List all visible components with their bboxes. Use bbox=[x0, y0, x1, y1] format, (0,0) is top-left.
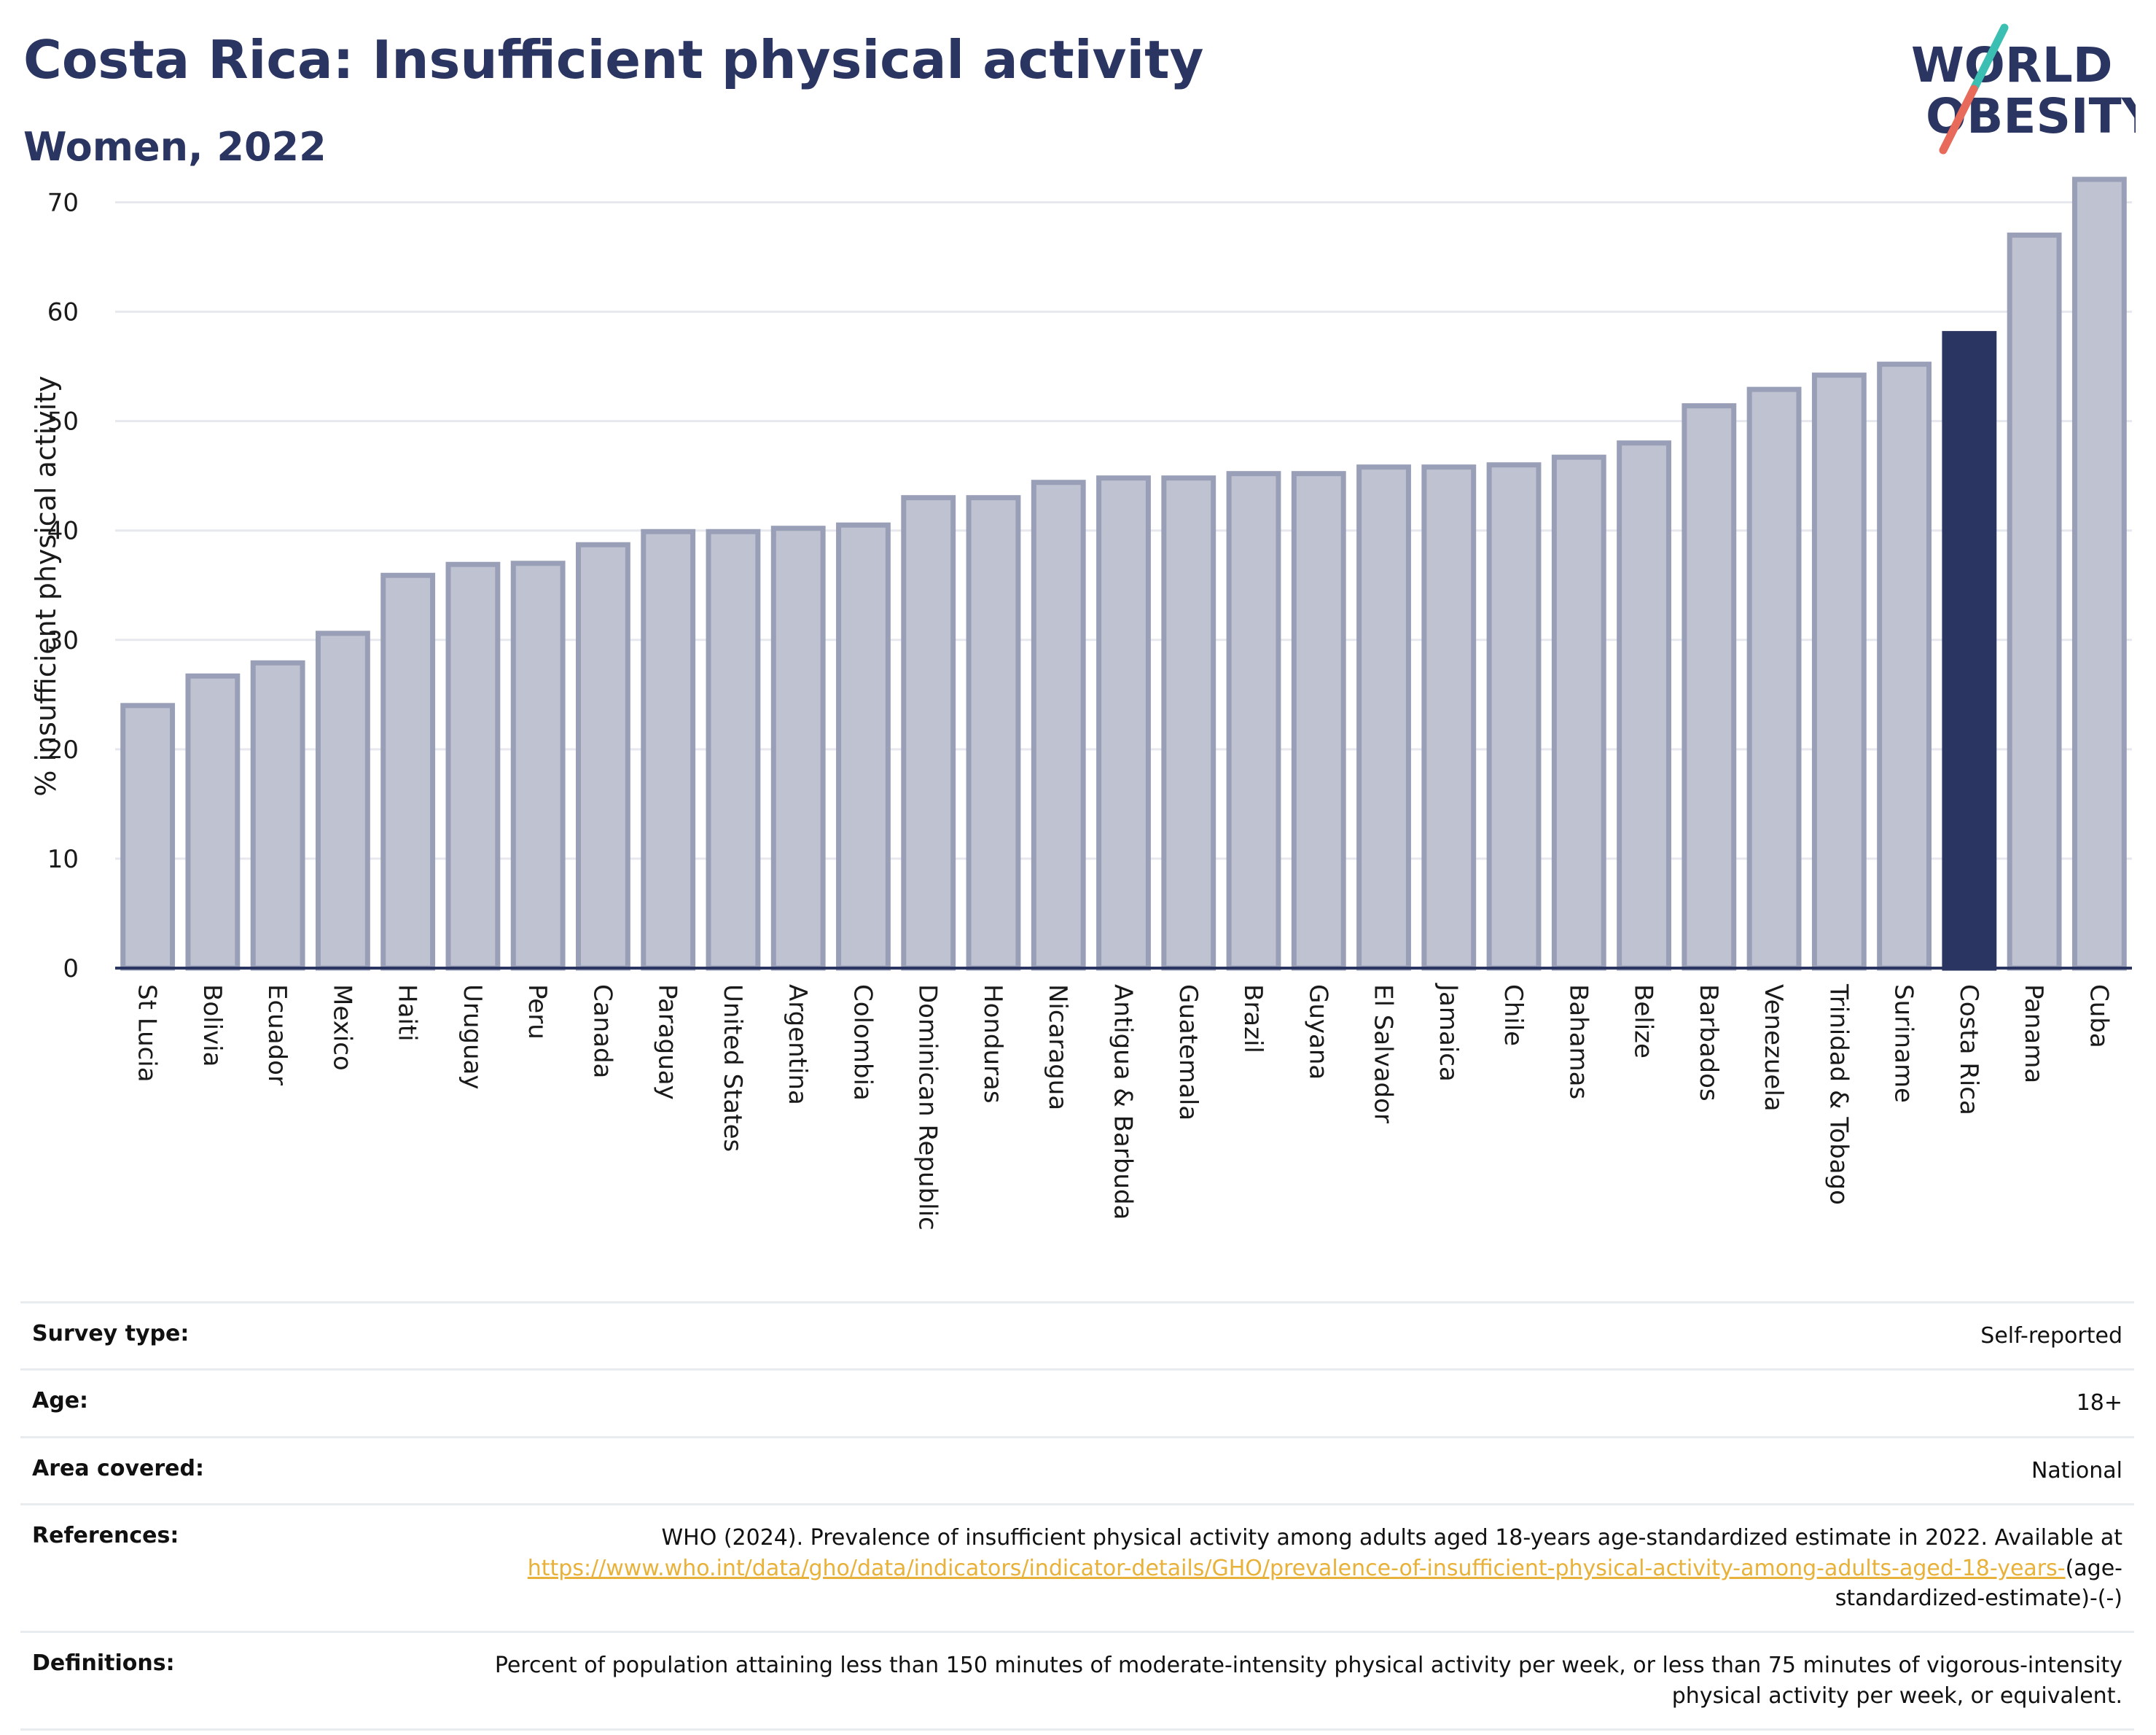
bar bbox=[966, 495, 1021, 971]
metadata-table: Survey type: Self-reported Age: 18+ Area… bbox=[20, 1301, 2134, 1731]
bar bbox=[1226, 471, 1281, 971]
references-link[interactable]: https://www.who.int/data/gho/data/indica… bbox=[527, 1555, 2066, 1581]
x-tick-label: Venezuela bbox=[1759, 984, 1788, 1112]
meta-key: Area covered: bbox=[32, 1455, 204, 1481]
meta-value: Self-reported bbox=[1980, 1323, 2122, 1349]
x-tick-label: Guatemala bbox=[1173, 984, 1203, 1120]
page-title: Costa Rica: Insufficient physical activi… bbox=[23, 29, 1204, 90]
bar bbox=[770, 526, 826, 971]
x-tick-label: Cuba bbox=[2084, 984, 2113, 1048]
x-tick-label: El Salvador bbox=[1369, 984, 1398, 1123]
bar bbox=[1161, 475, 1216, 971]
x-tick-label: Chile bbox=[1499, 984, 1528, 1046]
references-text: WHO (2024). Prevalence of insufficient p… bbox=[661, 1525, 2122, 1551]
bar bbox=[1551, 454, 1606, 971]
x-tick-label: Colombia bbox=[848, 984, 877, 1101]
y-tick-label: 20 bbox=[47, 736, 79, 765]
bar bbox=[836, 522, 891, 971]
meta-value: Percent of population attaining less tha… bbox=[494, 1653, 2122, 1709]
bar bbox=[315, 631, 370, 971]
bar bbox=[2007, 233, 2062, 971]
bar bbox=[1356, 464, 1411, 971]
meta-row-survey-type: Survey type: Self-reported bbox=[20, 1301, 2134, 1368]
bar bbox=[1421, 464, 1477, 971]
x-tick-label: Bolivia bbox=[198, 984, 227, 1067]
logo-slash-bottom bbox=[1939, 85, 1978, 155]
y-tick-label: 40 bbox=[47, 517, 79, 546]
bar-chart: 0 10 20 30 40 50 60 70 % insufficient physical a… bbox=[0, 175, 2156, 1283]
bar bbox=[1096, 475, 1151, 971]
bar bbox=[1811, 373, 1867, 971]
logo-line1: WORLD bbox=[1911, 37, 2113, 93]
bar bbox=[706, 529, 761, 971]
bar-chart-svg: 0 10 20 30 40 50 60 70 % insufficient physical a… bbox=[30, 176, 2132, 1231]
bar bbox=[250, 660, 305, 971]
x-tick-label: Suriname bbox=[1889, 984, 1918, 1103]
meta-key: Age: bbox=[32, 1388, 89, 1414]
y-tick-label: 70 bbox=[47, 189, 79, 218]
y-axis-label: % insufficient physical activity bbox=[30, 375, 62, 796]
x-tick-label: Nicaragua bbox=[1043, 984, 1072, 1110]
references-suffix: (age-standardized-estimate)-(-) bbox=[1835, 1555, 2122, 1611]
meta-key: References: bbox=[32, 1523, 179, 1549]
x-tick-label: Barbados bbox=[1694, 984, 1723, 1102]
x-tick-label: United States bbox=[718, 984, 747, 1152]
bar bbox=[1746, 386, 1802, 971]
bar bbox=[120, 703, 176, 971]
x-tick-label: Argentina bbox=[783, 984, 812, 1105]
bar bbox=[641, 529, 696, 971]
meta-row-age: Age: 18+ bbox=[20, 1368, 2134, 1435]
x-tick-label: Mexico bbox=[327, 984, 356, 1071]
x-tick-label: Belize bbox=[1629, 984, 1658, 1058]
x-tick-label: Ecuador bbox=[262, 984, 292, 1085]
x-tick-label: Guyana bbox=[1303, 984, 1332, 1080]
y-tick-label: 10 bbox=[47, 845, 79, 874]
y-tick-label: 60 bbox=[47, 298, 79, 327]
x-tick-label: Canada bbox=[587, 984, 617, 1078]
x-tick-label: St Lucia bbox=[133, 984, 162, 1083]
bar bbox=[380, 572, 436, 971]
x-tick-label: Paraguay bbox=[653, 984, 682, 1100]
meta-key: Survey type: bbox=[32, 1321, 190, 1346]
x-tick-label: Trinidad & Tobago bbox=[1824, 983, 1853, 1205]
bar bbox=[1291, 471, 1346, 971]
x-tick-label: Panama bbox=[2019, 984, 2048, 1083]
x-tick-label: Brazil bbox=[1238, 984, 1268, 1053]
meta-key: Definitions: bbox=[32, 1650, 175, 1677]
x-tick-label: Costa Rica bbox=[1954, 984, 1983, 1115]
bar bbox=[1682, 403, 1737, 971]
y-tick-label: 50 bbox=[47, 408, 79, 437]
bar bbox=[1031, 480, 1086, 971]
page-subtitle: Women, 2022 bbox=[23, 124, 327, 170]
bar bbox=[901, 495, 956, 971]
y-tick-label: 0 bbox=[63, 954, 79, 983]
bar bbox=[1942, 331, 1997, 971]
x-tick-label: Honduras bbox=[978, 984, 1007, 1104]
logo-slash-top bbox=[1969, 23, 2009, 93]
meta-row-area-covered: Area covered: National bbox=[20, 1435, 2134, 1503]
x-tick-label: Bahamas bbox=[1563, 984, 1593, 1099]
world-obesity-logo: WORLD OBESITY bbox=[1895, 22, 2156, 160]
y-tick-label: 30 bbox=[47, 626, 79, 655]
meta-row-definitions: Definitions: Percent of population attai… bbox=[20, 1631, 2134, 1731]
meta-value: 18+ bbox=[2076, 1390, 2122, 1416]
bar bbox=[185, 673, 241, 971]
x-tick-label: Dominican Republic bbox=[913, 984, 942, 1231]
meta-value: National bbox=[2031, 1457, 2122, 1483]
bar bbox=[1617, 440, 1671, 971]
bar bbox=[445, 561, 501, 971]
bar bbox=[510, 561, 566, 971]
x-tick-label: Peru bbox=[523, 984, 552, 1040]
x-tick-label: Jamaica bbox=[1434, 983, 1463, 1082]
meta-row-references: References: WHO (2024). Prevalence of in… bbox=[20, 1503, 2134, 1631]
bar bbox=[1486, 462, 1542, 971]
x-tick-label: Antigua & Barbuda bbox=[1109, 984, 1138, 1220]
references-value: WHO (2024). Prevalence of insufficient p… bbox=[446, 1523, 2122, 1613]
bar bbox=[1877, 362, 1932, 971]
x-tick-label: Haiti bbox=[393, 984, 422, 1042]
bar bbox=[576, 542, 630, 971]
x-tick-label: Uruguay bbox=[458, 984, 487, 1090]
bar bbox=[2071, 176, 2127, 971]
